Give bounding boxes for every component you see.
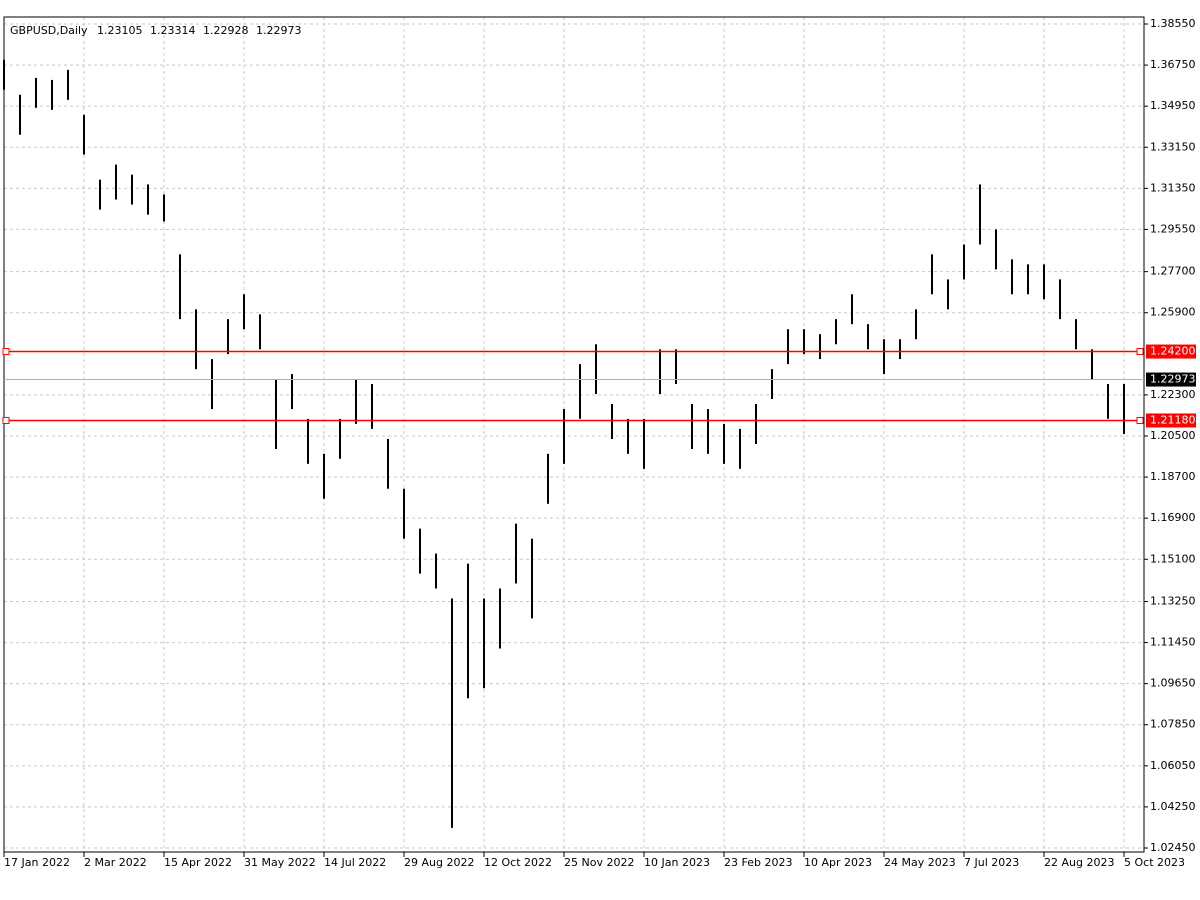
x-tick-label: 25 Nov 2022 <box>564 856 634 869</box>
y-tick-label: 1.16900 <box>1150 511 1196 524</box>
y-tick-label: 1.25900 <box>1150 306 1196 319</box>
y-tick-label: 1.34950 <box>1150 99 1196 112</box>
x-tick-label: 15 Apr 2022 <box>164 856 232 869</box>
low-value: 1.22928 <box>203 24 249 37</box>
current-price-box <box>1146 372 1196 387</box>
x-tick-label: 14 Jul 2022 <box>324 856 386 869</box>
line-price-box <box>1146 344 1196 359</box>
line-anchor <box>1136 416 1144 424</box>
x-tick-label: 10 Apr 2023 <box>804 856 872 869</box>
chart-title: GBPUSD,Daily 1.23105 1.23314 1.22928 1.2… <box>10 24 302 37</box>
y-tick-label: 1.13250 <box>1150 594 1196 607</box>
y-tick-label: 1.27700 <box>1150 265 1196 278</box>
y-tick-label: 1.06050 <box>1150 759 1196 772</box>
x-tick-label: 29 Aug 2022 <box>404 856 474 869</box>
y-tick-label: 1.36750 <box>1150 58 1196 71</box>
open-value: 1.23105 <box>97 24 143 37</box>
x-tick-label: 7 Jul 2023 <box>964 856 1019 869</box>
y-tick-label: 1.18700 <box>1150 470 1196 483</box>
plot-frame <box>3 16 1145 853</box>
x-tick-label: 10 Jan 2023 <box>644 856 710 869</box>
line-anchor <box>2 348 10 356</box>
y-tick-label: 1.33150 <box>1150 140 1196 153</box>
y-tick-label: 1.07850 <box>1150 718 1196 731</box>
close-value: 1.22973 <box>256 24 302 37</box>
x-tick-label: 2 Mar 2022 <box>84 856 147 869</box>
x-tick-label: 31 May 2022 <box>244 856 316 869</box>
line-price-label: 1.21180 <box>1150 413 1196 426</box>
symbol: GBPUSD,Daily <box>10 24 88 37</box>
x-tick-label: 22 Aug 2023 <box>1044 856 1114 869</box>
y-tick-label: 1.31350 <box>1150 181 1196 194</box>
y-tick-label: 1.15100 <box>1150 552 1196 565</box>
y-tick-label: 1.20500 <box>1150 429 1196 442</box>
line-price-label: 1.24200 <box>1150 345 1196 358</box>
y-tick-label: 1.22300 <box>1150 388 1196 401</box>
line-anchor <box>2 416 10 424</box>
y-tick-label: 1.11450 <box>1150 636 1196 649</box>
y-tick-label: 1.09650 <box>1150 677 1196 690</box>
x-tick-label: 23 Feb 2023 <box>724 856 792 869</box>
y-tick-label: 1.02450 <box>1150 841 1196 854</box>
y-tick-label: 1.29550 <box>1150 222 1196 235</box>
line-price-box <box>1146 413 1196 428</box>
x-tick-label: 24 May 2023 <box>884 856 956 869</box>
line-anchor <box>1136 348 1144 356</box>
y-tick-label: 1.38550 <box>1150 17 1196 30</box>
high-value: 1.23314 <box>150 24 196 37</box>
x-tick-label: 17 Jan 2022 <box>4 856 70 869</box>
x-tick-label: 5 Oct 2023 <box>1124 856 1185 869</box>
current-price-label: 1.22973 <box>1150 373 1196 386</box>
y-tick-label: 1.04250 <box>1150 800 1196 813</box>
x-tick-label: 12 Oct 2022 <box>484 856 552 869</box>
